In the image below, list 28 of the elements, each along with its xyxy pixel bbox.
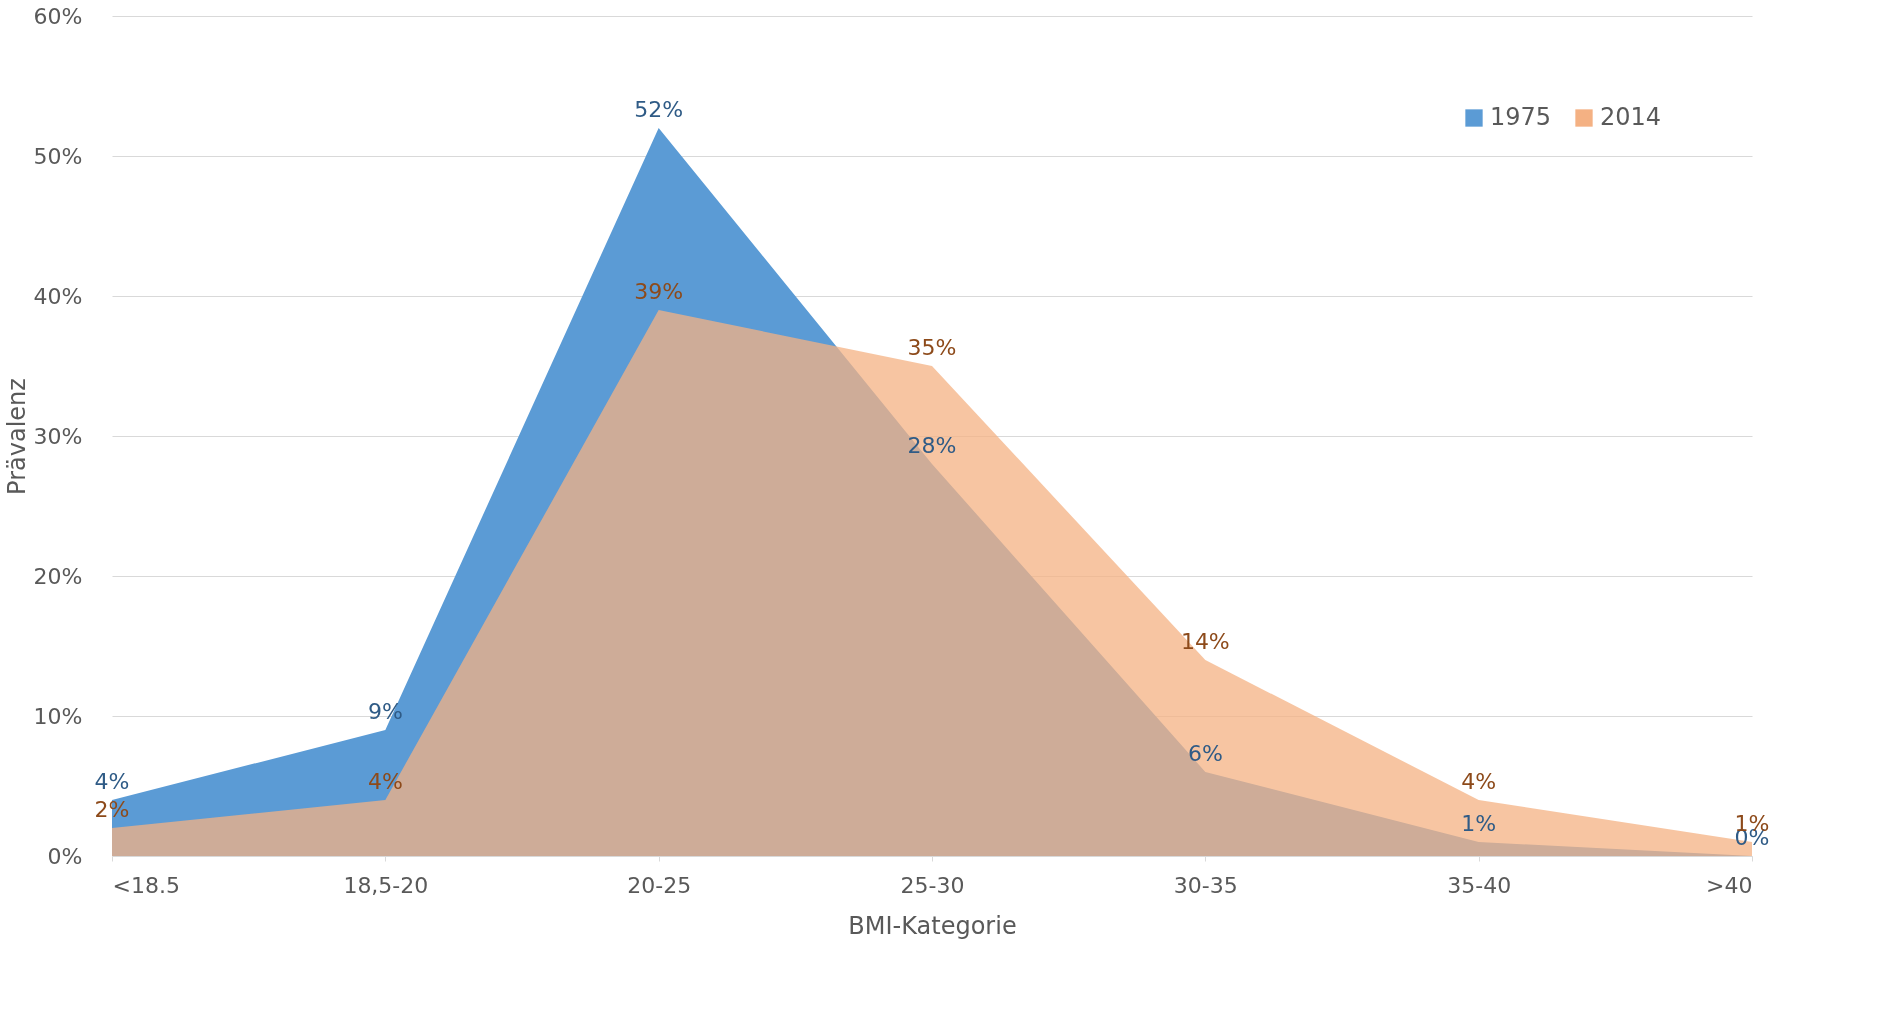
x-axis-title: BMI-Kategorie (848, 911, 1017, 940)
data-label: 28% (907, 433, 957, 458)
data-label: 52% (634, 97, 684, 122)
data-label: 39% (634, 279, 684, 304)
legend-label: 2014 (1600, 103, 1662, 131)
data-label: 14% (1180, 629, 1230, 654)
y-tick-label: 30% (33, 423, 83, 449)
data-label: 35% (907, 335, 957, 360)
x-tick-label: 18,5-20 (343, 872, 429, 898)
data-label: 6% (1187, 741, 1223, 766)
y-tick-label: 50% (33, 143, 83, 169)
data-label: 4% (94, 769, 130, 794)
y-tick-label: 40% (33, 283, 83, 309)
y-tick-label: 10% (33, 703, 83, 729)
data-label: 2% (94, 797, 130, 822)
x-tick-label: 25-30 (900, 872, 965, 898)
x-tick-label: >40 (1706, 872, 1753, 898)
x-tick-label: <18.5 (112, 872, 180, 898)
y-axis-title: Prävalenz (2, 378, 31, 495)
data-label: 1% (1461, 811, 1497, 836)
x-tick-label: 20-25 (627, 872, 692, 898)
y-tick-label: 20% (33, 563, 83, 589)
y-tick-label: 60% (33, 3, 83, 29)
data-label: 4% (1461, 769, 1497, 794)
legend-label: 1975 (1490, 103, 1552, 131)
x-tick-label: 35-40 (1447, 872, 1512, 898)
x-tick-label: 30-35 (1173, 872, 1238, 898)
y-tick-label: 0% (47, 843, 83, 869)
